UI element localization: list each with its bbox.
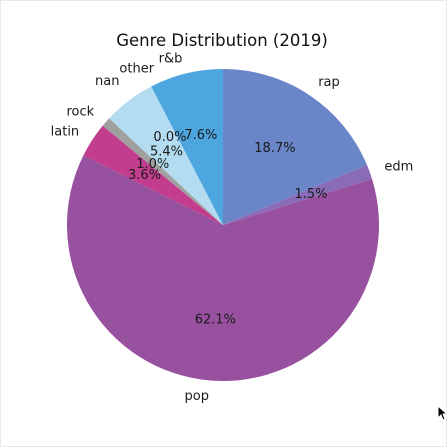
pie-slice-rock bbox=[102, 118, 223, 225]
pie-slice-latin bbox=[83, 125, 223, 225]
chart-title: Genre Distribution (2019) bbox=[116, 31, 328, 50]
pie-slice-edm bbox=[223, 165, 373, 225]
slice-label-nan: nan bbox=[95, 74, 119, 89]
slice-label-r-b: r&b bbox=[159, 51, 183, 66]
slice-label-latin: latin bbox=[51, 124, 80, 139]
slice-label-edm: edm bbox=[384, 160, 413, 175]
slice-label-pop: pop bbox=[185, 389, 209, 404]
pie-slices bbox=[66, 69, 379, 381]
pie-labels: rap 18.7% edm 1.5% pop 62.1% latin 3.6% rock 1.0%… bbox=[51, 51, 414, 404]
pie-slice-rap bbox=[223, 69, 368, 225]
pie-slice-r-b bbox=[151, 69, 223, 225]
slice-percent-r-b: 7.6% bbox=[184, 128, 217, 143]
slice-percent-other: 0.0% bbox=[153, 130, 186, 145]
slice-label-other: other bbox=[119, 62, 154, 77]
slice-percent-rock: 1.0% bbox=[136, 157, 169, 172]
slice-label-rock: rock bbox=[66, 105, 94, 120]
pie-slice-pop bbox=[66, 155, 379, 381]
slice-percent-rap: 18.7% bbox=[254, 141, 295, 156]
mouse-cursor-icon bbox=[437, 405, 447, 421]
slice-percent-edm: 1.5% bbox=[294, 187, 327, 202]
pie-slice-nan bbox=[109, 86, 223, 225]
slice-label-rap: rap bbox=[318, 75, 340, 90]
slice-percent-pop: 62.1% bbox=[195, 312, 236, 327]
slice-percent-nan: 5.4% bbox=[150, 144, 183, 159]
slice-percent-latin: 3.6% bbox=[128, 168, 161, 183]
